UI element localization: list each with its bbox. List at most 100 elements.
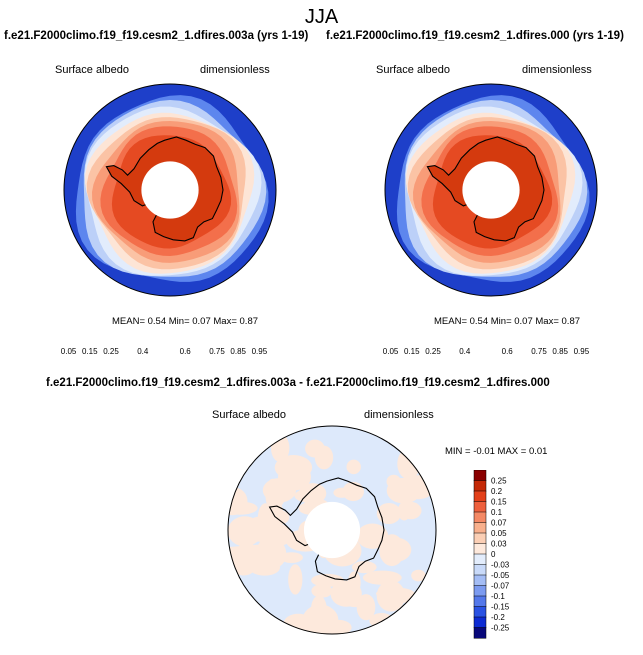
colorbar-tick-label: 0.15 <box>491 498 507 507</box>
colorbar-swatch <box>473 627 487 639</box>
diff-patch <box>356 594 376 621</box>
colorbar-tick-label: -0.25 <box>491 624 510 633</box>
colorbar-tick-label: 0.75 <box>531 347 547 356</box>
diff-patch <box>411 569 426 582</box>
colorbar-swatch <box>473 543 487 555</box>
diff-patch <box>342 481 364 502</box>
pole-hole <box>141 161 199 219</box>
diff-patch <box>294 488 326 503</box>
colorbar-tick-label: 0.2 <box>491 487 503 496</box>
colorbar-swatch <box>473 564 487 576</box>
diff-patch <box>346 459 361 475</box>
diff-patch <box>314 445 334 470</box>
colorbar-swatch <box>473 616 487 629</box>
panel-1-units-label: dimensionless <box>200 64 270 76</box>
diff-patch <box>400 501 422 520</box>
colorbar-tick-label: -0.15 <box>491 603 510 612</box>
colorbar-tick-label: 0.75 <box>209 347 225 356</box>
panel-1-case-title: f.e21.F2000climo.f19_f19.cesm2_1.dfires.… <box>4 30 309 42</box>
map-border <box>63 83 277 297</box>
diff-patch <box>376 580 406 612</box>
colorbar-swatch <box>473 585 487 597</box>
colorbar-tick-label: 0.25 <box>425 347 441 356</box>
colorbar-case-003a: 0.05 0.15 0.25 0.4 0.6 0.75 0.85 0.95 <box>61 347 268 356</box>
panel-2-stats: MEAN= 0.54 Min= 0.07 Max= 0.87 <box>434 316 581 327</box>
colorbar-difference: 0.250.2 0.150.1 0.070.05 0.030 -0.03-0.05 -0.… <box>473 470 510 639</box>
colorbar-tick-label: 0.95 <box>252 347 268 356</box>
colorbar-swatch <box>473 553 487 566</box>
colorbar-tick-label: 0.15 <box>82 347 98 356</box>
colorbar-tick-label: 0.4 <box>459 347 471 356</box>
diff-patch <box>288 564 303 595</box>
diff-patch <box>283 613 313 633</box>
diff-patch <box>397 448 421 480</box>
colorbar-swatch <box>473 606 487 618</box>
panel-2-case-title: f.e21.F2000climo.f19_f19.cesm2_1.dfires.… <box>326 30 624 42</box>
colorbar-tick-label: -0.1 <box>491 592 505 601</box>
diff-stats: MIN = -0.01 MAX = 0.01 <box>445 446 548 457</box>
diff-patch <box>238 544 277 558</box>
pole-hole <box>303 501 361 559</box>
colorbar-tick-label: 0.07 <box>491 519 507 528</box>
diff-patch <box>379 534 405 567</box>
diff-patch <box>311 595 327 622</box>
albedo-map-case-003a <box>63 83 277 297</box>
colorbar-case-000: 0.05 0.15 0.25 0.4 0.6 0.75 0.85 0.95 <box>383 347 590 356</box>
colorbar-tick-label: -0.05 <box>491 571 510 580</box>
diff-patch <box>265 478 280 511</box>
map-border <box>384 83 598 297</box>
colorbar-swatch <box>473 532 487 545</box>
colorbar-tick-label: 0.6 <box>502 347 514 356</box>
colorbar-swatch <box>473 522 487 534</box>
panel-1-stats: MEAN= 0.54 Min= 0.07 Max= 0.87 <box>112 316 259 327</box>
colorbar-tick-label: 0.6 <box>180 347 192 356</box>
colorbar-tick-label: 0.95 <box>574 347 590 356</box>
colorbar-swatch <box>473 501 487 513</box>
colorbar-swatch <box>473 595 487 608</box>
colorbar-tick-label: 0.05 <box>491 529 507 538</box>
colorbar-tick-label: 0.4 <box>137 347 149 356</box>
diff-patch <box>267 509 290 525</box>
colorbar-tick-label: 0.03 <box>491 540 507 549</box>
colorbar-tick-label: -0.07 <box>491 582 510 591</box>
diff-variable-label: Surface albedo <box>212 409 286 421</box>
diff-patch <box>315 622 328 634</box>
diff-patch <box>311 584 333 598</box>
diff-patch <box>278 463 311 491</box>
colorbar-tick-label: 0.25 <box>103 347 119 356</box>
colorbar-tick-label: -0.2 <box>491 613 505 622</box>
map-border <box>227 425 437 635</box>
colorbar-tick-label: 0.05 <box>383 347 399 356</box>
diff-patch <box>352 561 377 574</box>
diff-title: f.e21.F2000climo.f19_f19.cesm2_1.dfires.… <box>46 377 550 389</box>
colorbar-swatch <box>473 574 487 587</box>
colorbar-swatch <box>473 480 487 492</box>
colorbar-swatch <box>473 470 487 482</box>
pole-hole <box>462 161 520 219</box>
colorbar-tick-label: 0.05 <box>61 347 77 356</box>
diff-patch <box>356 523 389 549</box>
colorbar-tick-label: 0.15 <box>404 347 420 356</box>
colorbar-tick-label: 0.1 <box>491 508 503 517</box>
diff-patch <box>268 524 292 546</box>
diff-patch <box>376 503 401 524</box>
colorbar-swatch <box>473 511 487 524</box>
albedo-difference-map <box>227 425 437 635</box>
colorbar-tick-label: -0.03 <box>491 561 510 570</box>
diff-units-label: dimensionless <box>364 409 434 421</box>
colorbar-swatch <box>473 490 487 503</box>
colorbar-tick-label: 0 <box>491 550 496 559</box>
panel-1-variable-label: Surface albedo <box>55 64 129 76</box>
colorbar-tick-label: 0.25 <box>491 477 507 486</box>
colorbar-tick-label: 0.85 <box>230 347 246 356</box>
panel-2-variable-label: Surface albedo <box>376 64 450 76</box>
diff-patch <box>279 552 303 563</box>
albedo-map-case-000 <box>384 83 598 297</box>
diff-patch <box>311 573 344 587</box>
panel-2-units-label: dimensionless <box>522 64 592 76</box>
antarctica-coastline <box>268 477 385 581</box>
colorbar-tick-label: 0.85 <box>552 347 568 356</box>
page-title: JJA <box>304 6 339 28</box>
diff-patch <box>386 477 421 504</box>
diff-patch <box>347 571 361 595</box>
